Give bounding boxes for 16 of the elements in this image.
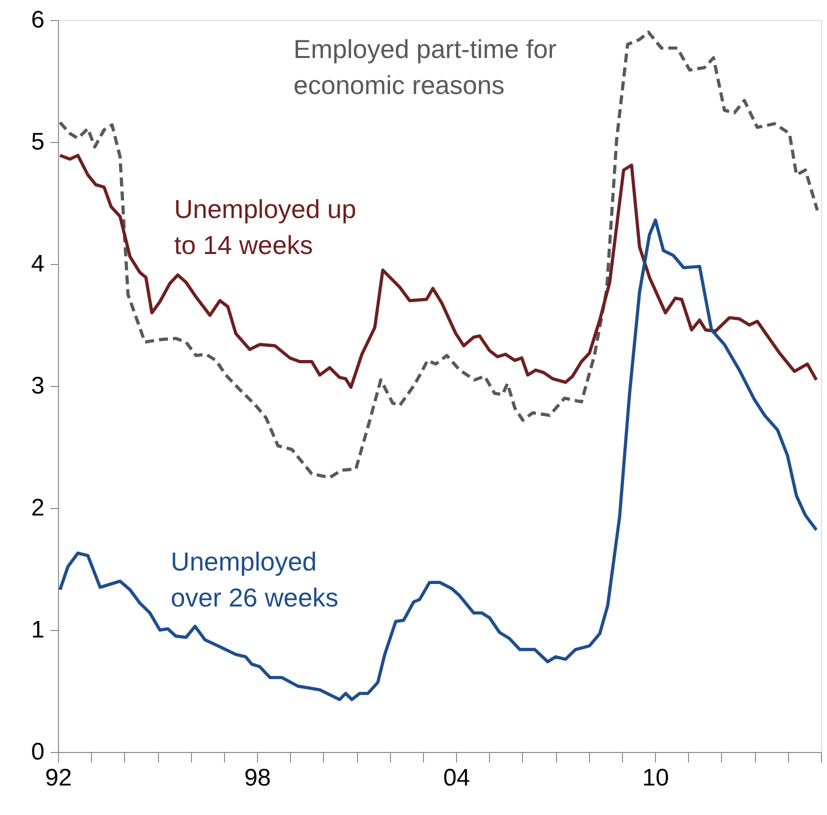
line-series	[58, 30, 819, 480]
y-tick-label: 3	[31, 372, 44, 400]
x-tick-label: 92	[45, 764, 72, 792]
y-tick-label: 1	[31, 616, 44, 644]
y-tick-label: 4	[31, 250, 44, 278]
y-tick-label: 5	[31, 128, 44, 156]
y-tick-label: 2	[31, 494, 44, 522]
x-tick-label: 98	[244, 764, 271, 792]
series-label: Unemployed up to 14 weeks	[174, 194, 356, 260]
y-tick-label: 0	[31, 738, 44, 766]
x-tick-label: 04	[443, 764, 470, 792]
x-tick-label: 10	[642, 764, 669, 792]
series-label: Unemployed over 26 weeks	[170, 546, 338, 612]
text: Employed part-time for economic reasons	[294, 34, 557, 100]
y-tick-label: 6	[31, 6, 44, 34]
line-series	[58, 154, 818, 389]
